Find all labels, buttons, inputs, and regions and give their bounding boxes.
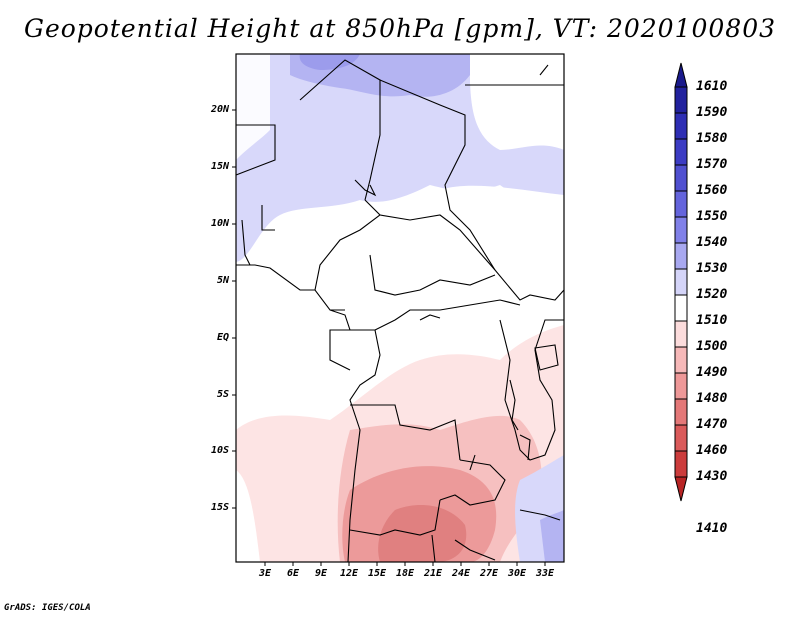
colorbar-segment — [674, 190, 688, 218]
lon-label: 33E — [535, 568, 555, 579]
lon-ticks — [264, 562, 546, 566]
colorbar-label: 1520 — [696, 287, 728, 302]
boundary-line — [314, 199, 381, 291]
colorbar-segment — [674, 268, 688, 296]
colorbar-segment — [674, 424, 688, 452]
lat-label: 5N — [216, 275, 229, 286]
lat-label: 5S — [216, 389, 229, 400]
colorbar-label: 1480 — [696, 391, 728, 406]
lon-label: 30E — [507, 568, 527, 579]
lat-label: 15S — [210, 502, 229, 513]
colorbar-segment — [674, 216, 688, 244]
boundary-line — [379, 79, 496, 271]
map-title: Geopotential Height at 850hPa [gpm], VT:… — [23, 14, 777, 43]
colorbar-segment — [674, 320, 688, 348]
colorbar-label: 1570 — [696, 157, 728, 172]
lon-label: 24E — [451, 568, 471, 579]
boundary-line — [299, 59, 381, 201]
lat-label: EQ — [216, 332, 229, 343]
lat-label: 20N — [210, 104, 229, 115]
colorbar-segment — [674, 346, 688, 374]
colorbar-label: 1490 — [696, 365, 728, 380]
lon-label: 27E — [479, 568, 499, 579]
lon-label: 3E — [258, 568, 272, 579]
lake-outline — [419, 314, 441, 321]
lon-label: 18E — [395, 568, 415, 579]
lat-ticks — [232, 109, 236, 509]
lon-label: 12E — [339, 568, 359, 579]
colorbar-segment — [674, 242, 688, 270]
colorbar-bottom-arrow — [674, 476, 688, 502]
grads-credit: GrADS: IGES/COLA — [4, 603, 91, 613]
colorbar-segment — [674, 164, 688, 192]
colorbar-segment — [674, 450, 688, 478]
boundary-line — [347, 329, 381, 563]
colorbar-top-arrow — [674, 62, 688, 88]
boundary-line — [329, 309, 351, 371]
country-boundaries — [235, 59, 565, 563]
colorbar-segment — [674, 86, 688, 114]
colorbar-label: 1610 — [696, 79, 728, 94]
colorbar-label: 1550 — [696, 209, 728, 224]
lake-outline — [534, 344, 559, 371]
colorbar-segment — [674, 138, 688, 166]
boundary-line — [349, 499, 441, 536]
colorbar-label: 1470 — [696, 417, 728, 432]
colorbar-label: 1530 — [696, 261, 728, 276]
lake-outline — [509, 379, 519, 431]
lake-outline — [519, 434, 531, 461]
map-frame — [235, 53, 565, 563]
lat-label: 10N — [210, 218, 229, 229]
boundary-line — [431, 534, 496, 563]
boundary-line — [241, 205, 275, 266]
lon-label: 21E — [423, 568, 443, 579]
colorbar-segment — [674, 372, 688, 400]
colorbar-label: 1560 — [696, 183, 728, 198]
lat-label: 15N — [210, 161, 229, 172]
lake-outline — [354, 179, 377, 197]
colorbar-label: 1500 — [696, 339, 728, 354]
colorbar-label: 1510 — [696, 313, 728, 328]
boundary-line — [439, 459, 506, 506]
boundary-line — [235, 124, 276, 176]
boundary-line — [379, 214, 565, 301]
boundary-line — [350, 404, 461, 461]
colorbar-segment — [674, 398, 688, 426]
colorbar — [674, 62, 688, 502]
colorbar-label: 1430 — [696, 469, 728, 484]
colorbar-label: 1590 — [696, 105, 728, 120]
lat-label: 10S — [210, 445, 229, 456]
lon-label: 15E — [367, 568, 387, 579]
lake-outline — [469, 454, 476, 471]
boundary-line — [519, 509, 561, 521]
colorbar-label: 1540 — [696, 235, 728, 250]
shaded-field-north — [236, 54, 564, 305]
boundary-line — [374, 299, 521, 331]
colorbar-segment — [674, 112, 688, 140]
lon-label: 6E — [286, 568, 300, 579]
colorbar-label: 1580 — [696, 131, 728, 146]
boundary-line — [369, 254, 496, 296]
boundary-line — [539, 64, 549, 76]
colorbar-label: 1460 — [696, 443, 728, 458]
colorbar-label: 1410 — [696, 521, 728, 536]
colorbar-segment — [674, 294, 688, 322]
lon-label: 9E — [314, 568, 328, 579]
